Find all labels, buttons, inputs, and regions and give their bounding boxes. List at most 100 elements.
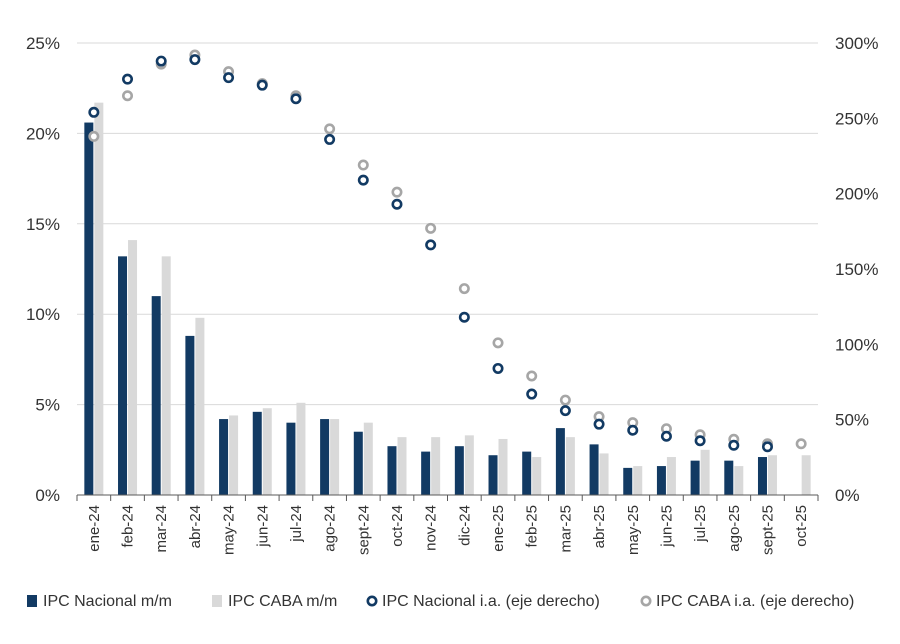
category-label: ene-25 — [490, 505, 507, 552]
legend-label: IPC Nacional m/m — [43, 593, 172, 610]
category-label: sept-25 — [759, 505, 776, 555]
category-labels: ene-24 feb-24 mar-24 abr-24 may-24 jun-24 jul-… — [86, 505, 810, 555]
legend-swatch — [27, 595, 37, 607]
right-tick-label: 0% — [835, 486, 860, 505]
legend: IPC Nacional m/m IPC CABA m/m IPC Nacional… — [27, 593, 854, 610]
point-ipc-caba-i-a-eje-derecho- — [458, 283, 470, 295]
point-ipc-nacional-i-a-eje-derecho- — [290, 93, 302, 105]
left-tick-label: 25% — [26, 34, 60, 53]
point-ipc-caba-i-a-eje-derecho- — [559, 394, 571, 406]
category-label: ene-24 — [86, 505, 103, 552]
bar-series — [84, 102, 811, 495]
bar-ipc-caba-m-m — [633, 466, 643, 495]
point-ipc-caba-i-a-eje-derecho- — [425, 222, 437, 234]
bar-ipc-nacional-m-m — [589, 444, 599, 495]
axes: 0% 5% 10% 15% 20% 25% 0% 50% 100% 150% 200% 250% 300… — [26, 34, 879, 505]
bar-ipc-nacional-m-m — [454, 446, 464, 495]
category-label: abr-25 — [591, 505, 608, 548]
point-ipc-nacional-i-a-eje-derecho- — [155, 55, 167, 67]
point-ipc-caba-i-a-eje-derecho- — [391, 186, 403, 198]
point-ipc-nacional-i-a-eje-derecho- — [122, 73, 134, 85]
bar-ipc-nacional-m-m — [320, 419, 330, 495]
point-ipc-caba-i-a-eje-derecho- — [357, 159, 369, 171]
bar-ipc-caba-m-m — [330, 419, 340, 495]
bar-ipc-nacional-m-m — [522, 451, 532, 495]
right-tick-label: 200% — [835, 185, 878, 204]
point-ipc-nacional-i-a-eje-derecho- — [627, 424, 639, 436]
category-label: sept-24 — [355, 505, 372, 555]
point-ipc-nacional-i-a-eje-derecho- — [223, 72, 235, 84]
bar-ipc-caba-m-m — [498, 438, 508, 495]
bar-ipc-caba-m-m — [431, 437, 441, 495]
point-ipc-caba-i-a-eje-derecho- — [88, 130, 100, 142]
category-label: nov-24 — [423, 505, 440, 551]
bar-ipc-nacional-m-m — [421, 451, 431, 495]
point-ipc-nacional-i-a-eje-derecho- — [88, 106, 100, 118]
bar-ipc-caba-m-m — [700, 449, 710, 495]
bar-ipc-nacional-m-m — [118, 256, 128, 495]
bar-ipc-nacional-m-m — [724, 460, 734, 495]
bar-ipc-caba-m-m — [161, 256, 171, 495]
bar-ipc-caba-m-m — [599, 453, 609, 495]
right-tick-label: 300% — [835, 34, 878, 53]
legend-marker — [640, 595, 652, 607]
point-ipc-caba-i-a-eje-derecho- — [492, 337, 504, 349]
category-label: jun-24 — [254, 505, 271, 548]
point-ipc-caba-i-a-eje-derecho- — [795, 438, 807, 450]
bar-ipc-nacional-m-m — [151, 296, 161, 495]
right-tick-label: 250% — [835, 109, 878, 128]
category-label: may-24 — [221, 505, 238, 555]
bar-ipc-nacional-m-m — [185, 335, 195, 495]
bar-ipc-caba-m-m — [229, 415, 239, 495]
point-ipc-caba-i-a-eje-derecho- — [526, 370, 538, 382]
bar-ipc-nacional-m-m — [84, 122, 94, 495]
legend-label: IPC CABA i.a. (eje derecho) — [656, 593, 854, 610]
bar-ipc-caba-m-m — [128, 240, 138, 495]
category-label: ago-25 — [726, 505, 743, 552]
category-label: may-25 — [625, 505, 642, 555]
bar-ipc-nacional-m-m — [656, 466, 666, 495]
left-tick-label: 10% — [26, 305, 60, 324]
legend-label: IPC CABA m/m — [228, 593, 337, 610]
category-label: jul-24 — [288, 505, 305, 543]
point-ipc-nacional-i-a-eje-derecho- — [256, 79, 268, 91]
point-ipc-nacional-i-a-eje-derecho- — [357, 174, 369, 186]
bar-ipc-caba-m-m — [397, 437, 407, 495]
point-ipc-nacional-i-a-eje-derecho- — [728, 439, 740, 451]
left-tick-label: 0% — [35, 486, 60, 505]
bar-ipc-caba-m-m — [94, 102, 104, 495]
bar-ipc-caba-m-m — [734, 466, 744, 495]
left-tick-label: 15% — [26, 215, 60, 234]
right-tick-label: 50% — [835, 411, 869, 430]
category-label: dic-24 — [456, 505, 473, 546]
bar-ipc-caba-m-m — [296, 402, 306, 495]
bar-ipc-caba-m-m — [767, 455, 777, 495]
bar-ipc-caba-m-m — [195, 317, 205, 495]
point-ipc-nacional-i-a-eje-derecho- — [593, 418, 605, 430]
legend-label: IPC Nacional i.a. (eje derecho) — [382, 593, 600, 610]
point-ipc-nacional-i-a-eje-derecho- — [526, 388, 538, 400]
bar-ipc-caba-m-m — [363, 422, 373, 495]
bar-ipc-caba-m-m — [464, 435, 474, 495]
bar-ipc-nacional-m-m — [623, 467, 633, 495]
gridlines — [77, 42, 818, 406]
bar-ipc-caba-m-m — [565, 437, 575, 495]
right-tick-label: 150% — [835, 260, 878, 279]
bar-ipc-nacional-m-m — [286, 422, 296, 495]
left-tick-label: 20% — [26, 124, 60, 143]
bar-ipc-nacional-m-m — [252, 411, 262, 495]
category-label: oct-25 — [793, 505, 810, 547]
left-tick-label: 5% — [35, 396, 60, 415]
bar-ipc-nacional-m-m — [488, 455, 498, 495]
point-ipc-nacional-i-a-eje-derecho- — [761, 441, 773, 453]
point-series — [88, 49, 807, 453]
point-ipc-caba-i-a-eje-derecho- — [324, 123, 336, 135]
point-ipc-nacional-i-a-eje-derecho- — [324, 133, 336, 145]
point-ipc-nacional-i-a-eje-derecho- — [458, 311, 470, 323]
legend-swatch — [212, 595, 222, 607]
category-label: oct-24 — [389, 505, 406, 547]
right-tick-label: 100% — [835, 335, 878, 354]
category-label: jun-25 — [658, 505, 675, 548]
category-label: jul-25 — [692, 505, 709, 543]
bar-ipc-nacional-m-m — [555, 428, 565, 495]
